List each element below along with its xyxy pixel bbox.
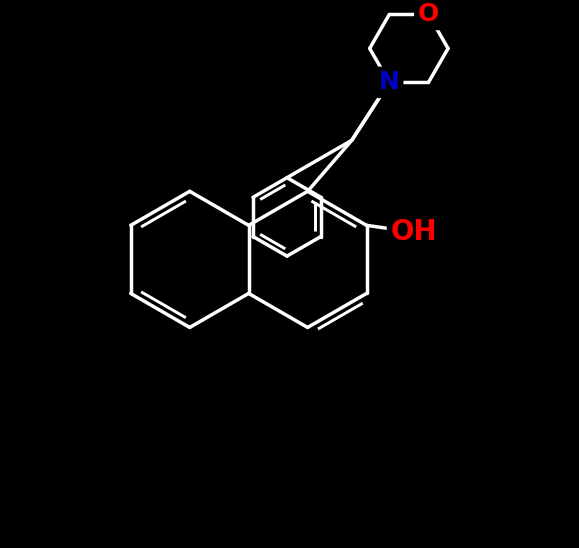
Text: O: O	[418, 3, 439, 26]
Text: N: N	[379, 70, 400, 94]
Text: OH: OH	[391, 218, 438, 246]
